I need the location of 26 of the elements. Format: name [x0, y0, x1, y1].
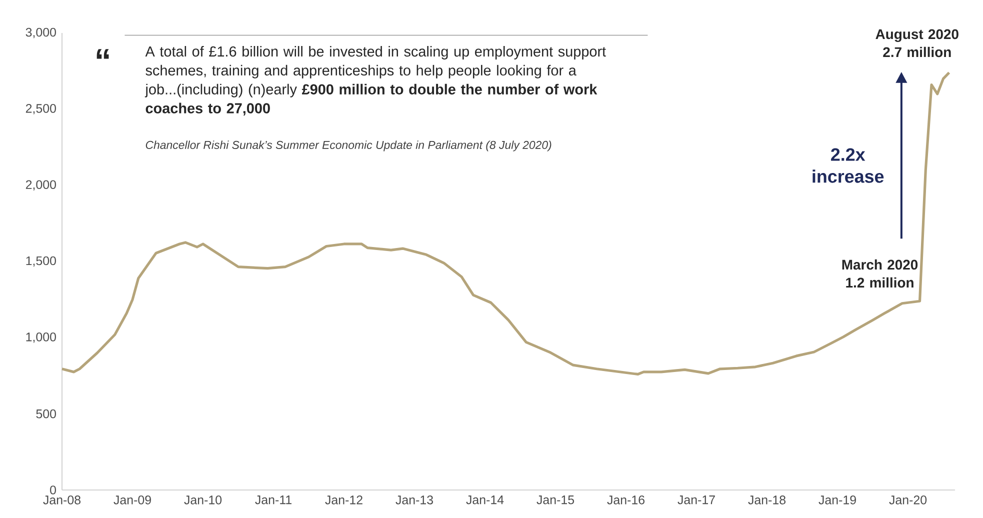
annotation: “ [96, 49, 109, 59]
x-tick-label: Jan-19 [818, 496, 856, 504]
x-tick-label: Jan-18 [748, 496, 786, 504]
y-tick-label: 2,500 [26, 104, 56, 114]
annotation: Chancellor Rishi Sunak’s Summer Economic Update in Parliament (8 July 2020) [146, 140, 552, 152]
y-tick-label: 0 [50, 486, 56, 494]
y-tick-label: 1,000 [26, 332, 56, 343]
x-tick-label: Jan-14 [466, 496, 504, 504]
x-tick-label: Jan-12 [325, 496, 362, 504]
y-tick-label: 3,000 [26, 28, 56, 38]
y-tick-label: 500 [36, 409, 56, 418]
x-tick-label: Jan-16 [607, 496, 644, 504]
x-tick-label: Jan-17 [678, 496, 715, 504]
y-tick-label: 1,500 [26, 256, 56, 267]
annotation: 2.2x increase [812, 148, 884, 183]
y-tick-label: 2,000 [26, 180, 56, 190]
annotation: August 2020 2.7 million [876, 29, 958, 58]
x-tick-label: Jan-11 [255, 496, 292, 504]
x-tick-label: Jan-09 [114, 496, 151, 504]
x-tick-label: Jan-13 [396, 496, 433, 504]
annotation: March 2020 1.2 million [842, 259, 918, 288]
x-tick-label: Jan-08 [43, 496, 80, 504]
x-tick-label: Jan-15 [536, 496, 574, 504]
x-tick-label: Jan-20 [889, 496, 927, 504]
x-tick-label: Jan-10 [184, 496, 222, 504]
text: A total of £1.6 billion will be invested in scaling up employment support schemes, training and apprenticeships to help people looking for a job...(including) (n)early £900 million to double the number of work coaches to 27,000 [144, 46, 606, 116]
